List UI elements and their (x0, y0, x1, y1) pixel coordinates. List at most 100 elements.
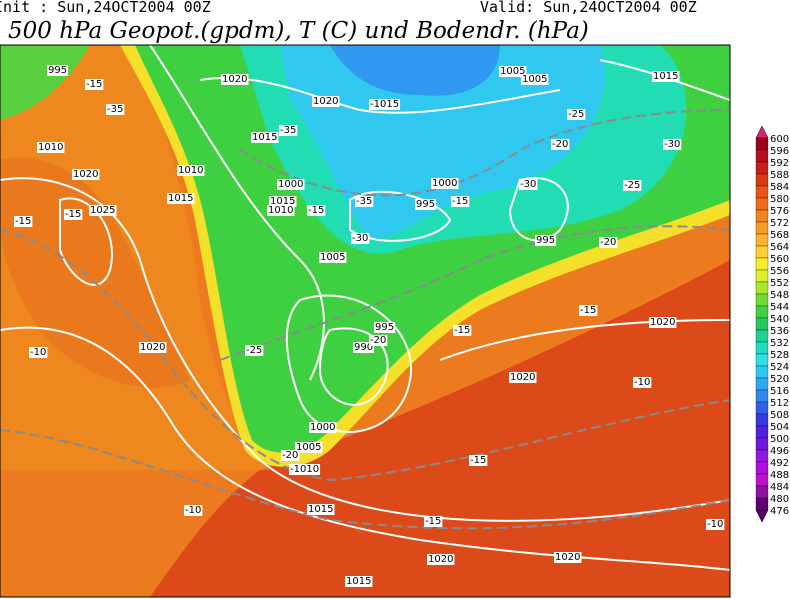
contour-label: 1015 (252, 132, 277, 143)
colorbar-label: 524 (770, 362, 789, 373)
colorbar-band (755, 365, 769, 379)
contour-label-box (649, 317, 677, 328)
contour-label-box (312, 96, 340, 107)
contour-label-box (453, 325, 472, 336)
colorbar-band (755, 329, 769, 343)
contour-label: -30 (520, 179, 536, 190)
contour-label-box (307, 504, 335, 515)
contour-label-box (139, 342, 167, 353)
contour-label-box (579, 305, 598, 316)
contour-label-box (509, 372, 537, 383)
contour-label: -15 (454, 325, 470, 336)
contour-label: 1005 (522, 74, 547, 85)
colorbar-band (755, 461, 769, 475)
contour-label: 1010 (38, 142, 63, 153)
contour-label: 1020 (555, 552, 580, 563)
contour-label: 1000 (310, 422, 335, 433)
contour-label-box (251, 132, 279, 143)
contour-label: 1020 (140, 342, 165, 353)
contour-label: 1005 (320, 252, 345, 263)
colorbar-label: 504 (770, 422, 789, 433)
contour-label-box (29, 347, 48, 358)
colorbar-under (755, 509, 769, 523)
colorbar-label: 560 (770, 254, 789, 265)
contour-label-box (633, 377, 652, 388)
colorbar-band (755, 281, 769, 295)
contour-label-box (535, 235, 557, 246)
contour-label: 990 (354, 342, 373, 353)
colorbar-label: 492 (770, 458, 789, 469)
contour-label: 1005 (500, 66, 525, 77)
colorbar-band (755, 137, 769, 151)
colorbar-label: 572 (770, 218, 789, 229)
contour-label-box (499, 66, 527, 77)
contour-label-box (663, 139, 682, 150)
colorbar-over (755, 125, 769, 139)
colorbar-band (755, 485, 769, 499)
region (0, 45, 90, 120)
colorbar-label: 532 (770, 338, 789, 349)
region (0, 157, 190, 388)
contour-label: 1005 (296, 442, 321, 453)
isobars (0, 45, 730, 571)
contour-label-box (289, 464, 321, 475)
contour-label-box (706, 519, 725, 530)
contour-label: -1015 (370, 99, 399, 110)
contour-label: -15 (470, 455, 486, 466)
contour-label-box (14, 216, 33, 227)
contour-label: 1020 (73, 169, 98, 180)
colorbar-band (755, 473, 769, 487)
colorbar-label: 548 (770, 290, 789, 301)
colorbar-label: 592 (770, 158, 789, 169)
colorbar-label: 540 (770, 314, 789, 325)
colorbar-band (755, 149, 769, 163)
contour-label-box (64, 209, 83, 220)
contour-label-box (521, 74, 549, 85)
contour-label: -10 (634, 377, 650, 388)
colorbar-label: 576 (770, 206, 789, 217)
colorbar-label: 600 (770, 134, 789, 145)
contour-label-box (307, 205, 326, 216)
colorbar-label: 568 (770, 230, 789, 241)
contour-label-box (345, 576, 373, 587)
colorbar-band (755, 197, 769, 211)
contour-label: -35 (356, 196, 372, 207)
contour-label: 1020 (510, 372, 535, 383)
contour-label: 1015 (308, 504, 333, 515)
contour-label: -20 (282, 450, 298, 461)
colorbar-band (755, 341, 769, 355)
contour-label: 1010 (178, 165, 203, 176)
colorbar-label: 588 (770, 170, 789, 181)
contour-label-box (551, 139, 570, 150)
contour-label-box (469, 455, 488, 466)
colorbar-label: 584 (770, 182, 789, 193)
contour-label: 1020 (222, 74, 247, 85)
contour-label: -20 (600, 237, 616, 248)
contour-label: -10 (185, 505, 201, 516)
contour-label: -15 (425, 516, 441, 527)
contour-label-box (85, 79, 104, 90)
colorbar-band (755, 425, 769, 439)
colorbar-band (755, 209, 769, 223)
contour-label: 1000 (278, 179, 303, 190)
colorbar-label: 564 (770, 242, 789, 253)
contour-label-box (47, 65, 69, 76)
contour-label: -15 (452, 196, 468, 207)
contour-label: -25 (624, 180, 640, 191)
colorbar-band (755, 293, 769, 307)
contour-label: 1015 (168, 193, 193, 204)
contour-label-box (554, 552, 582, 563)
colorbar-band (755, 317, 769, 331)
contour-label-box (295, 442, 323, 453)
contour-label: 995 (375, 322, 394, 333)
colorbar-band (755, 413, 769, 427)
colorbar-band (755, 497, 769, 511)
colorbar-label: 500 (770, 434, 789, 445)
colorbar-label: 484 (770, 482, 789, 493)
colorbar-band (755, 401, 769, 415)
colorbar-label: 552 (770, 278, 789, 289)
contour-label: 1025 (90, 205, 115, 216)
contour-label: 995 (416, 199, 435, 210)
colorbar-band (755, 437, 769, 451)
